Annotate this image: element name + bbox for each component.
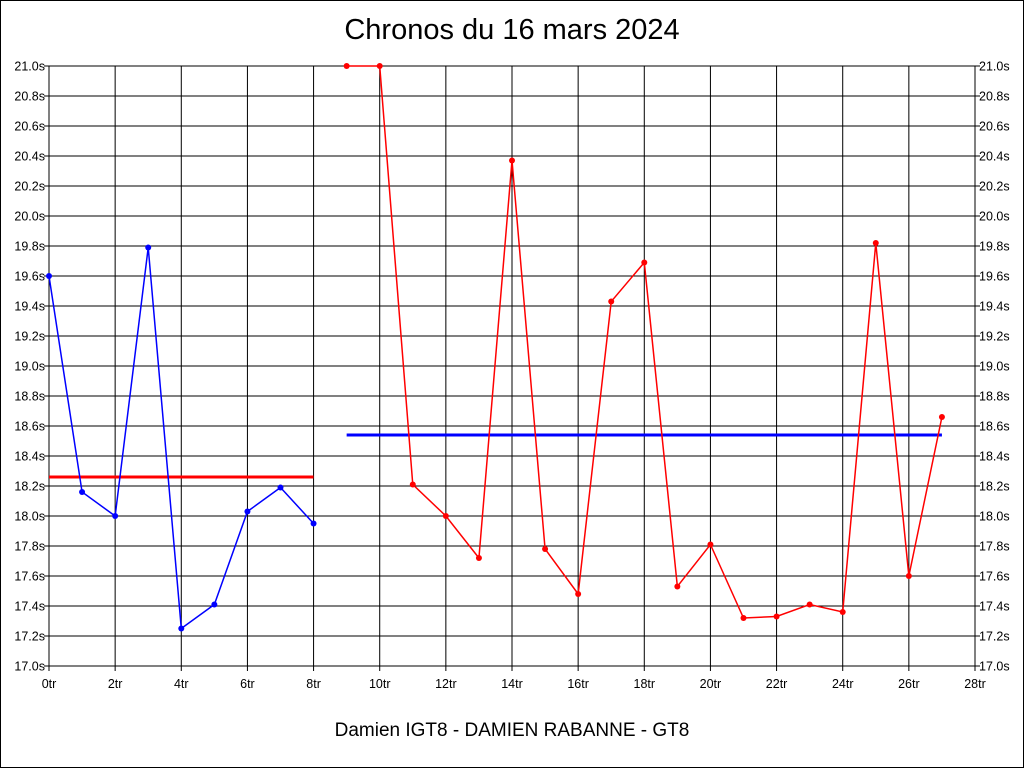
- y-tick-label-left: 19.4s: [14, 300, 45, 314]
- x-tick-label: 16tr: [567, 677, 589, 691]
- y-tick-label-left: 17.2s: [14, 630, 45, 644]
- y-tick-label-right: 17.6s: [979, 570, 1010, 584]
- y-tick-label-right: 19.4s: [979, 300, 1010, 314]
- y-tick-label-left: 17.8s: [14, 540, 45, 554]
- y-tick-label-left: 19.2s: [14, 330, 45, 344]
- x-tick-label: 24tr: [832, 677, 854, 691]
- data-point: [773, 613, 780, 620]
- data-point: [376, 63, 383, 69]
- x-tick-label: 2tr: [108, 677, 123, 691]
- data-point: [641, 259, 648, 266]
- y-tick-label-left: 20.6s: [14, 120, 45, 134]
- x-tick-label: 8tr: [306, 677, 321, 691]
- y-tick-label-left: 18.6s: [14, 420, 45, 434]
- data-point: [409, 481, 416, 488]
- y-tick-label-right: 20.0s: [979, 210, 1010, 224]
- data-point: [112, 513, 119, 519]
- y-tick-label-left: 20.8s: [14, 90, 45, 104]
- y-tick-label-left: 17.0s: [14, 660, 45, 674]
- y-tick-label-left: 21.0s: [14, 60, 45, 74]
- y-tick-label-left: 19.0s: [14, 360, 45, 374]
- data-point: [839, 609, 846, 615]
- x-tick-label: 0tr: [42, 677, 57, 691]
- y-tick-label-right: 18.2s: [979, 480, 1010, 494]
- x-tick-label: 20tr: [700, 677, 722, 691]
- y-tick-label-left: 18.4s: [14, 450, 45, 464]
- y-tick-label-right: 20.8s: [979, 90, 1010, 104]
- chart-title: Chronos du 16 mars 2024: [344, 14, 680, 46]
- data-point: [343, 63, 350, 69]
- data-point: [475, 555, 482, 561]
- data-point: [178, 625, 185, 632]
- x-tick-label: 14tr: [501, 677, 523, 691]
- data-point: [740, 615, 747, 621]
- y-tick-label-left: 17.4s: [14, 600, 45, 614]
- y-tick-label-left: 19.8s: [14, 240, 45, 254]
- y-tick-label-right: 18.6s: [979, 420, 1010, 434]
- data-point: [509, 157, 515, 164]
- x-tick-label: 10tr: [369, 677, 391, 691]
- x-tick-label: 26tr: [898, 677, 920, 691]
- data-point: [806, 601, 813, 608]
- x-tick-label: 4tr: [174, 677, 189, 691]
- data-point: [872, 240, 879, 246]
- data-point: [707, 541, 714, 548]
- data-point: [79, 489, 86, 495]
- y-tick-label-right: 17.8s: [979, 540, 1010, 554]
- y-tick-label-right: 19.8s: [979, 240, 1010, 254]
- data-point: [674, 583, 681, 590]
- chart-xlabel: Damien IGT8 - DAMIEN RABANNE - GT8: [334, 720, 690, 741]
- y-tick-label-left: 18.8s: [14, 390, 45, 404]
- y-tick-label-left: 20.2s: [14, 180, 45, 194]
- y-tick-label-left: 18.0s: [14, 510, 45, 524]
- y-tick-label-right: 17.0s: [979, 660, 1010, 674]
- y-tick-label-left: 20.4s: [14, 150, 45, 164]
- plot-area-border: [48, 65, 976, 667]
- y-tick-label-left: 19.6s: [14, 270, 45, 284]
- y-tick-label-right: 20.6s: [979, 120, 1010, 134]
- x-tick-label: 18tr: [634, 677, 656, 691]
- y-tick-label-right: 18.4s: [979, 450, 1010, 464]
- x-tick-label: 12tr: [435, 677, 457, 691]
- y-tick-label-right: 19.2s: [979, 330, 1010, 344]
- y-tick-label-left: 18.2s: [14, 480, 45, 494]
- x-tick-label: 22tr: [766, 677, 788, 691]
- data-point: [542, 546, 549, 552]
- data-point: [938, 414, 945, 420]
- data-point: [277, 484, 284, 491]
- x-tick-label: 6tr: [240, 677, 255, 691]
- data-point: [211, 601, 218, 608]
- data-point: [608, 298, 615, 305]
- data-point: [145, 244, 152, 251]
- data-point: [46, 273, 52, 279]
- y-tick-label-right: 18.8s: [979, 390, 1010, 404]
- data-point: [575, 591, 582, 597]
- y-tick-label-left: 20.0s: [14, 210, 45, 224]
- y-tick-label-right: 17.4s: [979, 600, 1010, 614]
- y-tick-label-left: 17.6s: [14, 570, 45, 584]
- y-tick-label-right: 18.0s: [979, 510, 1010, 524]
- data-point: [905, 573, 912, 579]
- y-tick-label-right: 19.0s: [979, 360, 1010, 374]
- data-point: [310, 520, 317, 527]
- x-tick-label: 28tr: [964, 677, 986, 691]
- y-tick-label-right: 20.4s: [979, 150, 1010, 164]
- data-point: [244, 508, 251, 515]
- y-tick-label-right: 20.2s: [979, 180, 1010, 194]
- y-tick-label-right: 19.6s: [979, 270, 1010, 284]
- y-tick-label-right: 17.2s: [979, 630, 1010, 644]
- y-tick-label-right: 21.0s: [979, 60, 1010, 74]
- data-point: [442, 513, 449, 519]
